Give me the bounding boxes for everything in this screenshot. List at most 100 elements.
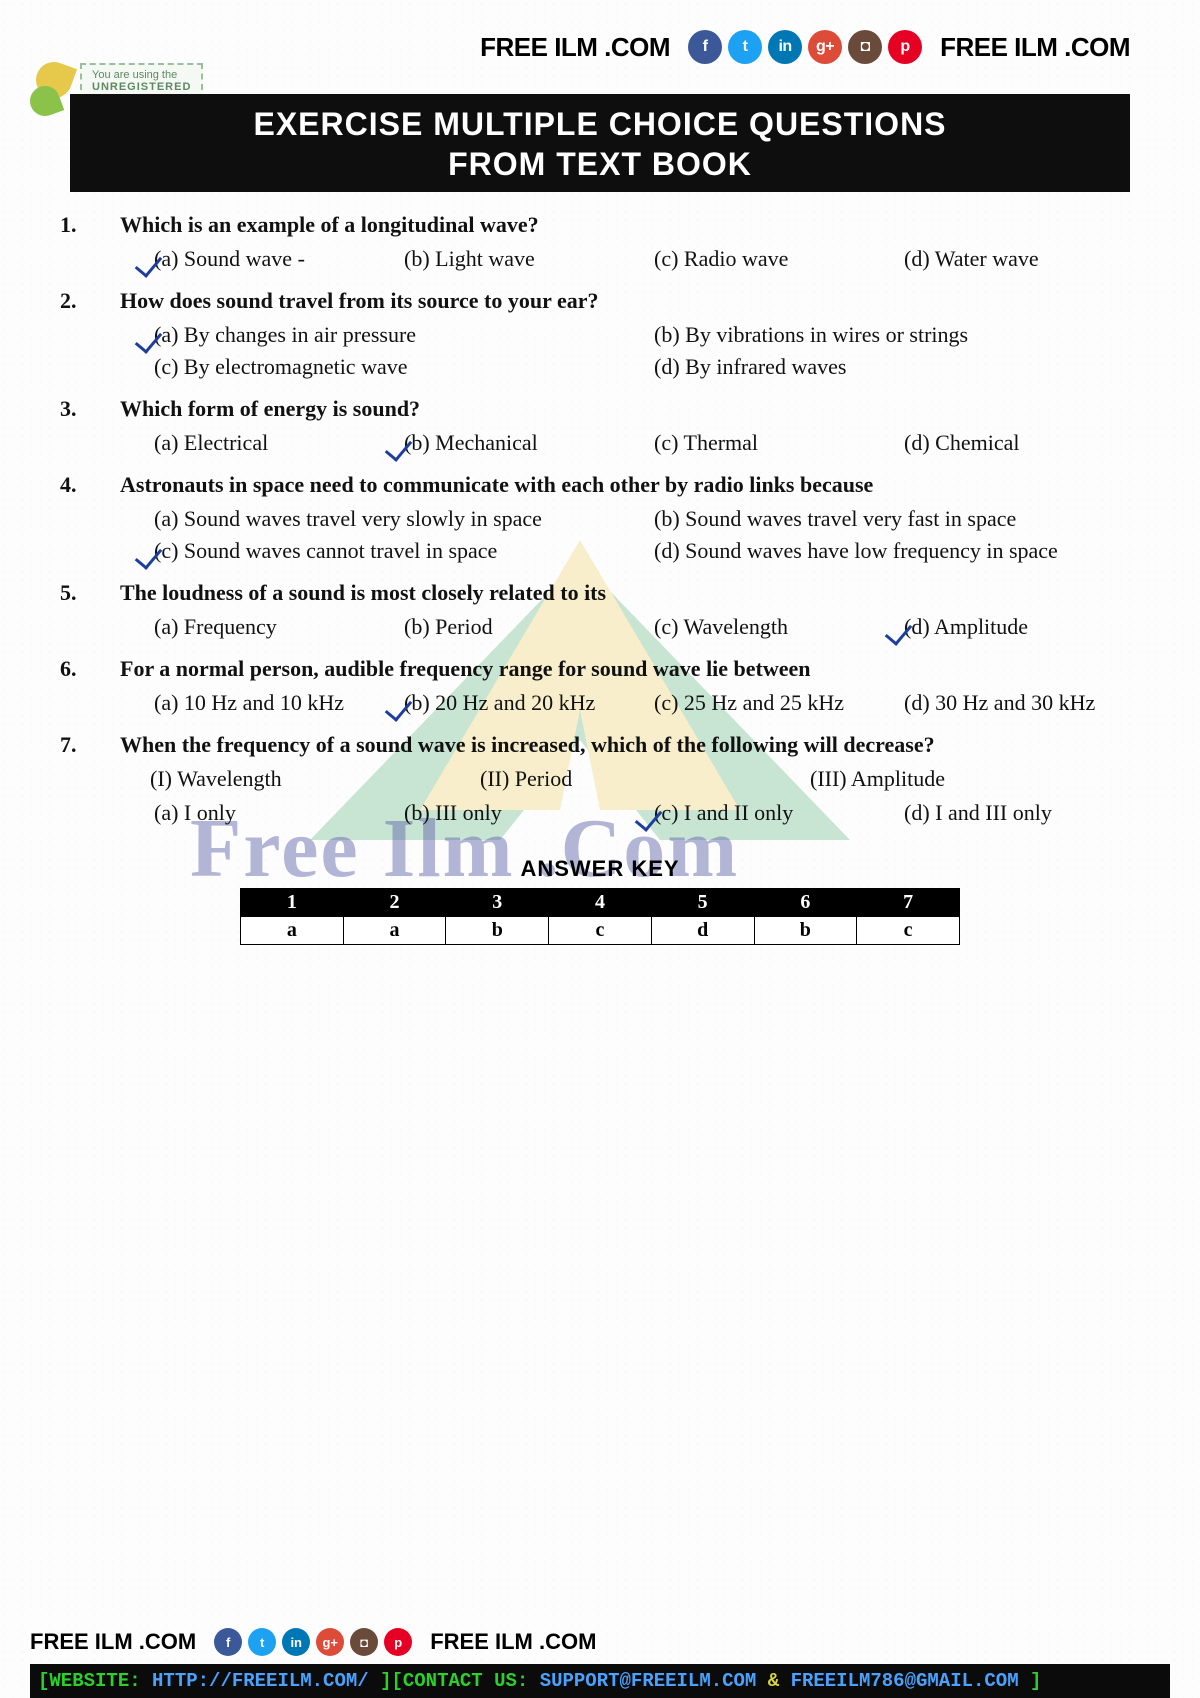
option: (c) Sound waves cannot travel in space (150, 538, 640, 564)
footer-brand-right: FREE ILM .COM (430, 1629, 596, 1655)
option: (c) Wavelength (650, 614, 890, 640)
question-body: Which is an example of a longitudinal wa… (120, 212, 1140, 282)
question-body: Which form of energy is sound?(a) Electr… (120, 396, 1140, 466)
ak-header-cell: 1 (241, 889, 344, 917)
title-bar: EXERCISE MULTIPLE CHOICE QUESTIONS FROM … (70, 94, 1130, 192)
ak-header-cell: 6 (754, 889, 857, 917)
question-body: The loudness of a sound is most closely … (120, 580, 1140, 650)
option: (d) I and III only (900, 800, 1140, 826)
answer-key-table: 1234567 aabcdbc (240, 888, 960, 945)
questions-section: 1.Which is an example of a longitudinal … (50, 192, 1150, 852)
twitter-icon[interactable]: t (248, 1628, 276, 1656)
option: (b) Light wave (400, 246, 640, 272)
gplus-icon[interactable]: g+ (316, 1628, 344, 1656)
question-body: Astronauts in space need to communicate … (120, 472, 1140, 574)
footer-top: FREE ILM .COM fting+◘p FREE ILM .COM (30, 1628, 1170, 1656)
option: (b) III only (400, 800, 640, 826)
ak-header-cell: 3 (446, 889, 549, 917)
footer-mail1[interactable]: SUPPORT@FREEILM.COM (540, 1670, 757, 1692)
question-number: 7. (60, 732, 120, 836)
question: 1.Which is an example of a longitudinal … (60, 212, 1140, 282)
option: (a) Sound waves travel very slowly in sp… (150, 506, 640, 532)
ak-header-cell: 2 (343, 889, 446, 917)
options: (a) By changes in air pressure(b) By vib… (150, 322, 1140, 380)
option: (a) Frequency (150, 614, 390, 640)
option: (c) By electromagnetic wave (150, 354, 640, 380)
subitem: (I) Wavelength (150, 766, 480, 792)
question-text: The loudness of a sound is most closely … (120, 580, 1140, 606)
title-line1: EXERCISE MULTIPLE CHOICE QUESTIONS (70, 104, 1130, 144)
option: (d) By infrared waves (650, 354, 1140, 380)
option: (d) Amplitude (900, 614, 1140, 640)
instagram-icon[interactable]: ◘ (848, 30, 882, 64)
question-text: How does sound travel from its source to… (120, 288, 1140, 314)
twitter-icon[interactable]: t (728, 30, 762, 64)
option: (a) By changes in air pressure (150, 322, 640, 348)
option: (a) Sound wave - (150, 246, 390, 272)
options: (a) Frequency (b) Period (c) Wavelength (d)… (150, 614, 1140, 640)
question: 7.When the frequency of a sound wave is … (60, 732, 1140, 836)
question-text: Astronauts in space need to communicate … (120, 472, 1140, 498)
facebook-icon[interactable]: f (688, 30, 722, 64)
question-text: Which form of energy is sound? (120, 396, 1140, 422)
brand-right: FREE ILM .COM (940, 32, 1130, 63)
ak-header-cell: 7 (857, 889, 960, 917)
option: (d) 30 Hz and 30 kHz (900, 690, 1140, 716)
question-number: 3. (60, 396, 120, 466)
linkedin-icon[interactable]: in (768, 30, 802, 64)
footer: FREE ILM .COM fting+◘p FREE ILM .COM [WE… (0, 1618, 1200, 1698)
ak-header-cell: 5 (651, 889, 754, 917)
footer-end: ] (1019, 1670, 1042, 1692)
option: (b) 20 Hz and 20 kHz (400, 690, 640, 716)
option: (a) 10 Hz and 10 kHz (150, 690, 390, 716)
option: (b) Period (400, 614, 640, 640)
footer-contact-label: ][CONTACT US: (369, 1670, 540, 1692)
options: (a) 10 Hz and 10 kHz (b) 20 Hz and 20 kHz… (150, 690, 1140, 716)
answer-key-title: ANSWER KEY (50, 856, 1150, 882)
option: (c) Radio wave (650, 246, 890, 272)
question-number: 4. (60, 472, 120, 574)
option: (d) Chemical (900, 430, 1140, 456)
pinterest-icon[interactable]: p (384, 1628, 412, 1656)
facebook-icon[interactable]: f (214, 1628, 242, 1656)
footer-amp: & (756, 1670, 790, 1692)
option: (b) Mechanical (400, 430, 640, 456)
options: (a) Sound waves travel very slowly in sp… (150, 506, 1140, 564)
gplus-icon[interactable]: g+ (808, 30, 842, 64)
ak-answer-cell: c (549, 917, 652, 945)
option: (c) I and II only (650, 800, 890, 826)
option: (c) 25 Hz and 25 kHz (650, 690, 890, 716)
answer-key-header-row: 1234567 (241, 889, 960, 917)
question-text: When the frequency of a sound wave is in… (120, 732, 1140, 758)
question-text: Which is an example of a longitudinal wa… (120, 212, 1140, 238)
ak-header-cell: 4 (549, 889, 652, 917)
footer-site-label: [WEBSITE: (38, 1670, 152, 1692)
header-social-row: fting+◘p (688, 30, 922, 64)
question: 4.Astronauts in space need to communicat… (60, 472, 1140, 574)
option: (b) Sound waves travel very fast in spac… (650, 506, 1140, 532)
instagram-icon[interactable]: ◘ (350, 1628, 378, 1656)
question-number: 5. (60, 580, 120, 650)
subitem: (II) Period (480, 766, 810, 792)
unreg-line2: UNREGISTERED (92, 81, 191, 93)
linkedin-icon[interactable]: in (282, 1628, 310, 1656)
question-body: How does sound travel from its source to… (120, 288, 1140, 390)
options: (a) Sound wave - (b) Light wave (c) Radio … (150, 246, 1140, 272)
question-number: 6. (60, 656, 120, 726)
footer-brand-left: FREE ILM .COM (30, 1629, 196, 1655)
question: 5.The loudness of a sound is most closel… (60, 580, 1140, 650)
answer-key: ANSWER KEY 1234567 aabcdbc (50, 856, 1150, 945)
ak-answer-cell: a (241, 917, 344, 945)
ak-answer-cell: c (857, 917, 960, 945)
question-number: 2. (60, 288, 120, 390)
question-body: When the frequency of a sound wave is in… (120, 732, 1140, 836)
footer-url[interactable]: HTTP://FREEILM.COM/ (152, 1670, 369, 1692)
options: (a) Electrical(b) Mechanical(c) Thermal(… (150, 430, 1140, 456)
question: 2.How does sound travel from its source … (60, 288, 1140, 390)
option: (d) Water wave (900, 246, 1140, 272)
pinterest-icon[interactable]: p (888, 30, 922, 64)
footer-mail2[interactable]: FREEILM786@GMAIL.COM (791, 1670, 1019, 1692)
option: (c) Thermal (650, 430, 890, 456)
ak-answer-cell: d (651, 917, 754, 945)
footer-social-row: fting+◘p (214, 1628, 412, 1656)
